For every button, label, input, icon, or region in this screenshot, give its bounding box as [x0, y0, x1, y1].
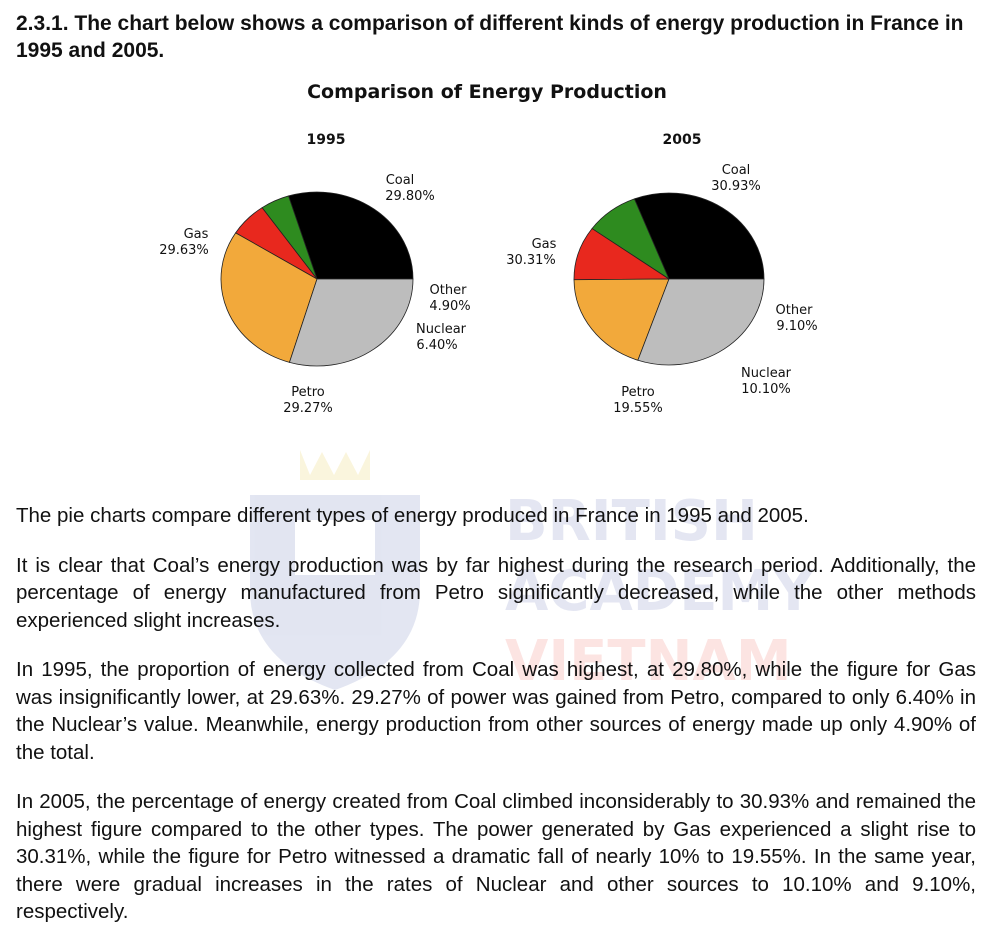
watermark-line-3: VIETNAM — [505, 629, 792, 694]
label-coal-1995: Coal 29.80% — [385, 173, 435, 204]
essay-body: The pie charts compare different types o… — [16, 502, 976, 948]
watermark-line-1: BRITISH — [505, 489, 758, 554]
label-nuclear-2005: Nuclear 10.10% — [741, 366, 792, 397]
watermark: BRITISH ACADEMY VIETNAM — [250, 450, 815, 694]
label-nuclear-1995: Nuclear 6.40% — [416, 322, 467, 353]
pie-title-2005: 2005 — [663, 132, 702, 148]
task-heading: 2.3.1. The chart below shows a compariso… — [16, 12, 964, 62]
essay-paragraph: In 2005, the percentage of energy create… — [16, 790, 976, 923]
label-petro-1995: Petro 29.27% — [283, 385, 333, 416]
label-gas-2005: Gas 30.31% — [506, 237, 556, 268]
book-icon — [295, 520, 375, 575]
slice-petro-1995 — [220, 232, 318, 363]
crown-icon — [300, 450, 370, 480]
slice-coal-1995 — [287, 191, 414, 280]
slice-gas-1995 — [288, 278, 414, 367]
label-other-1995: Other 4.90% — [429, 283, 470, 314]
pie-title-1995: 1995 — [307, 132, 346, 148]
essay-paragraph: The pie charts compare different types o… — [16, 504, 809, 527]
slice-coal-2005 — [633, 192, 765, 280]
label-petro-2005: Petro 19.55% — [613, 385, 663, 416]
pie-charts: Comparison of Energy Production 1995 Coa… — [159, 81, 817, 416]
pie-1995: 1995 Coal 29.80% Other 4.90% Nuclear 6.40% … — [159, 132, 470, 416]
label-other-2005: Other 9.10% — [776, 303, 818, 334]
slice-gas-2005 — [637, 278, 765, 366]
label-gas-1995: Gas 29.63% — [159, 227, 209, 258]
pie-2005: 2005 Coal 30.93% Other 9.10% Nuclear 10.10%… — [506, 132, 817, 416]
shield-icon — [250, 495, 420, 690]
chart-title: Comparison of Energy Production — [307, 81, 667, 103]
essay-paragraph: In 1995, the proportion of energy collec… — [16, 658, 976, 764]
watermark-line-2: ACADEMY — [505, 559, 815, 624]
label-coal-2005: Coal 30.93% — [711, 163, 761, 194]
essay-paragraph: It is clear that Coal’s energy productio… — [16, 553, 976, 632]
